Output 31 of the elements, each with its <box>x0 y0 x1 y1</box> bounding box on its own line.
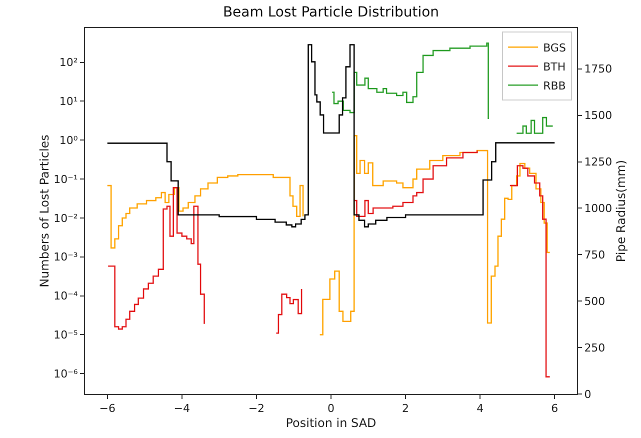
y2-tick-label: 1750 <box>584 62 612 76</box>
legend-label: BTH <box>543 60 566 74</box>
x-tick-label: 2 <box>402 402 410 416</box>
y2-tick-label: 750 <box>584 248 606 262</box>
y-tick-label: 10⁻² <box>54 212 78 225</box>
y2-tick-label: 1250 <box>584 156 612 169</box>
y-tick-label: 10⁻⁴ <box>54 290 78 303</box>
y-tick-label: 10¹ <box>59 95 78 108</box>
y2-tick-label: 1500 <box>584 109 612 122</box>
y-tick-label: 10⁻⁶ <box>54 368 78 380</box>
y2-tick-label: 0 <box>584 388 592 401</box>
x-tick-label: 0 <box>328 402 334 416</box>
y2-tick-label: 250 <box>584 341 606 354</box>
y2-axis-title: Pipe Radius(mm) <box>614 160 628 262</box>
legend-label: RBB <box>543 79 566 92</box>
x-axis-title: Position in SAD <box>286 416 376 430</box>
legend-label: BGS <box>543 41 566 54</box>
x-tick-label: −6 <box>99 402 116 416</box>
y2-tick-label: 1000 <box>584 202 612 216</box>
y-tick-label: 10⁻¹ <box>54 172 78 186</box>
y-tick-label: 10⁻⁵ <box>54 328 78 342</box>
y-tick-label: 10⁻³ <box>54 250 78 264</box>
x-tick-label: 6 <box>551 402 558 416</box>
chart-title: Beam Lost Particle Distribution <box>222 4 440 20</box>
x-tick-label: −2 <box>248 402 265 416</box>
y-axis-title: Numbers of Lost Particles <box>38 134 52 288</box>
x-tick-label: 4 <box>476 402 484 416</box>
y2-tick-label: 500 <box>584 294 606 308</box>
x-tick-label: −4 <box>174 402 190 416</box>
y-tick-label: 10⁰ <box>59 134 78 147</box>
y-tick-label: 10² <box>59 56 78 70</box>
